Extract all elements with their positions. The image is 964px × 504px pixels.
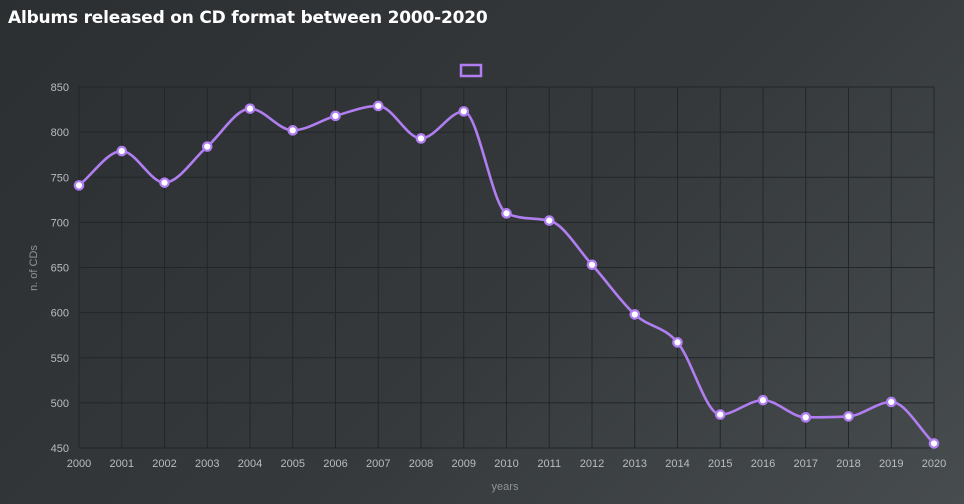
- x-tick-label: 2017: [794, 458, 818, 470]
- data-point[interactable]: [330, 110, 341, 122]
- x-tick-label: 2007: [366, 458, 390, 470]
- x-tick-label: 2020: [922, 458, 946, 470]
- y-tick-label: 550: [51, 353, 69, 365]
- chart-series: [73, 100, 940, 449]
- data-point[interactable]: [714, 409, 726, 420]
- chart-title: Albums released on CD format between 200…: [8, 8, 488, 28]
- x-tick-label: 2013: [623, 458, 647, 470]
- x-tick-label: 2001: [110, 458, 134, 470]
- data-point[interactable]: [372, 100, 384, 112]
- y-tick-label: 800: [51, 127, 69, 139]
- x-tick-label: 2015: [708, 458, 732, 470]
- data-point[interactable]: [543, 215, 555, 226]
- y-tick-label: 750: [51, 172, 69, 184]
- x-tick-label: 2014: [665, 458, 689, 470]
- data-point[interactable]: [159, 177, 170, 188]
- x-tick-label: 2009: [452, 458, 476, 470]
- x-tick-label: 2010: [494, 458, 518, 470]
- legend-swatch[interactable]: [459, 63, 483, 78]
- x-tick-label: 2004: [238, 458, 262, 470]
- data-point[interactable]: [885, 396, 897, 408]
- y-tick-label: 500: [51, 398, 69, 410]
- data-point[interactable]: [201, 141, 213, 152]
- y-axis-ticks: 450 500 550 600 650 700 750 800 850: [51, 82, 69, 455]
- data-point[interactable]: [287, 125, 299, 136]
- x-tick-label: 2003: [195, 458, 219, 470]
- y-tick-label: 650: [51, 263, 69, 275]
- x-axis-label: years: [492, 481, 519, 493]
- y-tick-label: 450: [51, 443, 69, 455]
- chart-grid: [78, 86, 935, 449]
- x-tick-label: 2019: [879, 458, 903, 470]
- x-tick-label: 2016: [751, 458, 775, 470]
- data-point[interactable]: [800, 412, 812, 423]
- data-point[interactable]: [586, 259, 598, 271]
- data-point[interactable]: [244, 103, 256, 114]
- x-tick-label: 2011: [537, 458, 561, 470]
- x-tick-label: 2018: [836, 458, 860, 470]
- x-tick-label: 2005: [281, 458, 305, 470]
- data-point[interactable]: [73, 180, 85, 191]
- data-point[interactable]: [672, 337, 683, 348]
- data-point[interactable]: [458, 106, 470, 117]
- y-tick-label: 850: [51, 82, 69, 94]
- x-tick-label: 2002: [152, 458, 176, 470]
- data-point[interactable]: [629, 309, 641, 320]
- y-tick-label: 700: [51, 217, 69, 229]
- data-point[interactable]: [757, 394, 769, 406]
- data-point[interactable]: [928, 438, 940, 449]
- x-tick-label: 2000: [67, 458, 91, 470]
- data-point[interactable]: [843, 411, 854, 422]
- x-tick-label: 2006: [323, 458, 347, 470]
- y-tick-label: 600: [51, 308, 69, 320]
- x-axis-ticks: 2000 2001 2002 2003 2004 2005 2006 2007 2008 2009…: [67, 458, 946, 470]
- x-tick-label: 2008: [409, 458, 433, 470]
- data-point[interactable]: [415, 133, 427, 144]
- x-tick-label: 2012: [580, 458, 604, 470]
- data-point[interactable]: [501, 208, 512, 219]
- y-axis-label: n. of CDs: [28, 245, 40, 291]
- data-point[interactable]: [116, 145, 128, 157]
